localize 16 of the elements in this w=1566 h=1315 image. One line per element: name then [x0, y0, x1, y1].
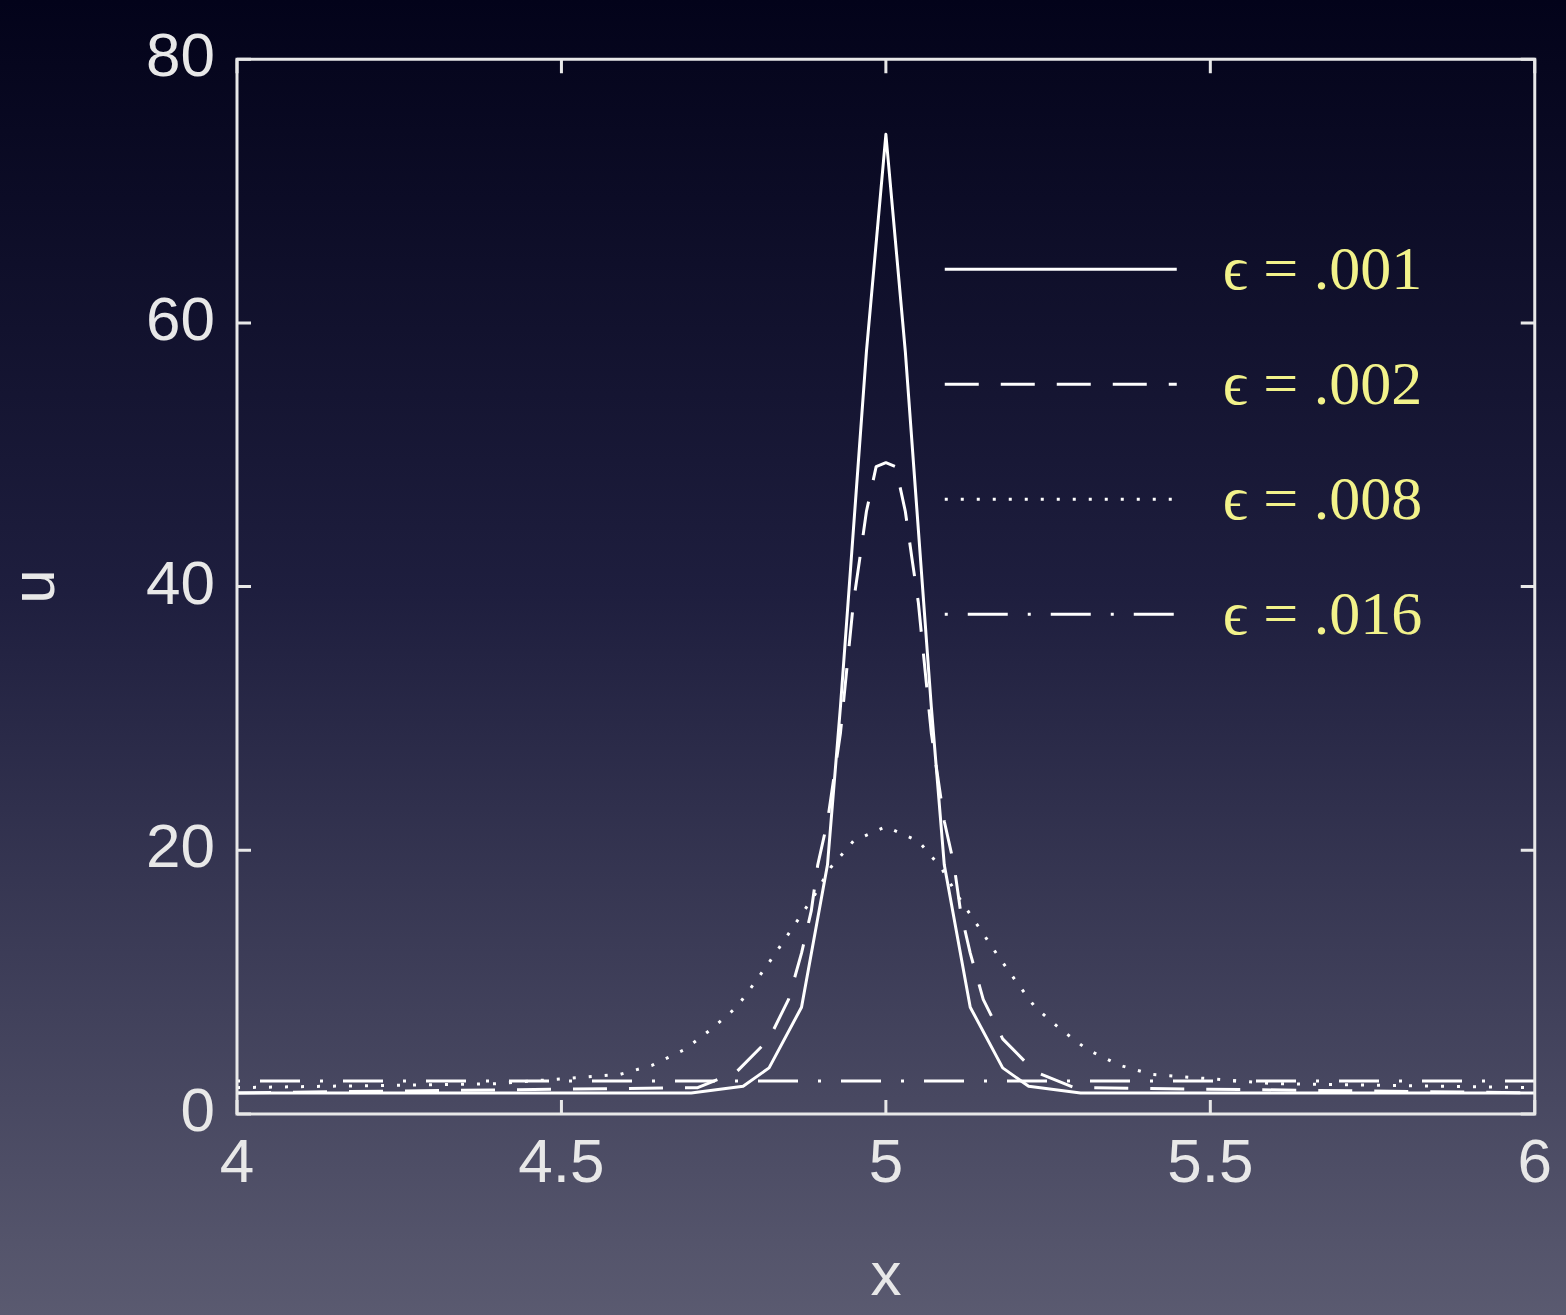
x-tick-label: 4: [219, 1126, 255, 1196]
y-tick-label: 80: [146, 20, 215, 90]
y-axis-title: u: [0, 569, 68, 604]
legend-label: ϵ = .016: [1222, 579, 1423, 648]
y-tick-label: 20: [146, 811, 215, 881]
y-tick-label: 60: [146, 283, 215, 353]
x-tick-label: 5.5: [1167, 1126, 1254, 1196]
x-tick-label: 5: [868, 1126, 904, 1196]
y-tick-label: 0: [180, 1075, 215, 1145]
legend-label: ϵ = .001: [1222, 234, 1423, 303]
legend-label: ϵ = .002: [1222, 349, 1423, 418]
legend-label: ϵ = .008: [1222, 464, 1423, 533]
y-tick-label: 40: [146, 547, 215, 617]
x-tick-label: 4.5: [518, 1126, 605, 1196]
x-axis-title: x: [870, 1238, 902, 1308]
x-tick-label: 6: [1517, 1126, 1552, 1196]
